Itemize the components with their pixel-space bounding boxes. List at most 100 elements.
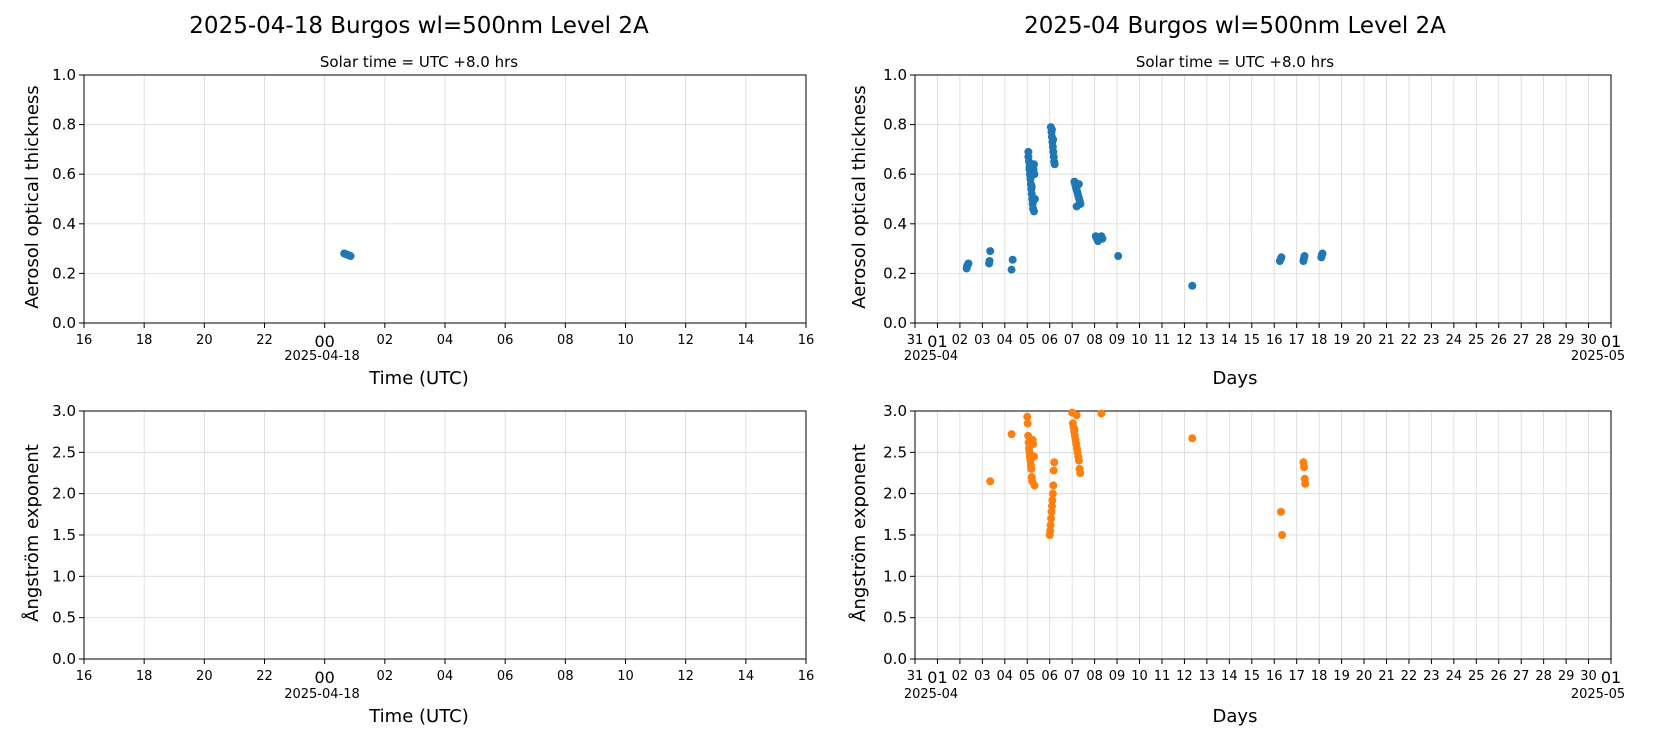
x-tick-label: 00: [314, 668, 334, 687]
x-tick-label: 16: [798, 333, 815, 348]
x-tick-label: 23: [1423, 669, 1440, 684]
x-tick-label: 04: [437, 333, 454, 348]
data-point: [1070, 425, 1079, 434]
x-tick-label: 16: [1266, 669, 1283, 684]
x-tick-label: 31: [907, 669, 924, 684]
y-tick-label: 1.5: [883, 526, 907, 544]
x-tick-label: 12: [1176, 333, 1193, 348]
x-tick-label: 01: [927, 332, 947, 351]
plot-frame: [83, 410, 807, 660]
data-point: [1024, 152, 1033, 161]
y-tick-label: 1.5: [52, 526, 76, 544]
data-point: [1049, 135, 1058, 144]
grid: [83, 410, 807, 660]
data-point: [1023, 412, 1032, 421]
data-point: [986, 477, 995, 486]
y-tick-label: 3.0: [883, 402, 907, 420]
data-point: [1047, 502, 1056, 511]
x-tick-label: 24: [1446, 669, 1463, 684]
data-point: [1047, 125, 1056, 134]
data-point: [1277, 253, 1286, 262]
data-point: [1097, 409, 1106, 418]
x-tick-label: 04: [997, 333, 1014, 348]
x-tick-label: 22: [1401, 669, 1418, 684]
x-tick-label: 02: [377, 333, 394, 348]
y-tick-label: 2.0: [883, 485, 907, 503]
panel-daily-angstrom: Ångström exponent Time (UTC) 2025-04-18 …: [21, 402, 814, 727]
x-tick-label: 21: [1378, 669, 1395, 684]
y-tick-label: 0.0: [52, 314, 76, 332]
y-tick-label: 1.0: [52, 567, 76, 585]
y-tick-label: 0.0: [52, 650, 76, 668]
chart-subtitle: Solar time = UTC +8.0 hrs: [320, 53, 518, 71]
data-points: [340, 249, 355, 261]
panel-daily-aod: 2025-04-18 Burgos wl=500nm Level 2A Sola…: [22, 13, 814, 389]
x-tick-label: 31: [907, 333, 924, 348]
data-point: [1072, 202, 1081, 211]
x-tick-label: 30: [1580, 669, 1597, 684]
data-point: [1049, 481, 1058, 490]
x-tick-label: 22: [256, 333, 273, 348]
data-point: [1028, 197, 1037, 206]
x-tick-label: 03: [974, 333, 991, 348]
data-point: [1300, 252, 1309, 261]
x-tick-label: 15: [1244, 669, 1261, 684]
data-point: [1076, 469, 1085, 477]
data-point: [1026, 172, 1035, 181]
y-tick-label: 0.6: [52, 165, 76, 183]
x-tick-label: 30: [1580, 333, 1597, 348]
x-tick-label: 23: [1423, 333, 1440, 348]
x-tick-label: 18: [136, 669, 153, 684]
x-tick-label: 16: [798, 669, 815, 684]
x-tick-label: 18: [1311, 669, 1328, 684]
x-tick-label: 06: [497, 669, 514, 684]
data-point: [1027, 464, 1036, 473]
data-point: [1029, 452, 1038, 461]
x-tick-label: 06: [1041, 669, 1058, 684]
data-point: [1029, 207, 1038, 216]
chart-title: 2025-04-18 Burgos wl=500nm Level 2A: [189, 13, 649, 39]
x-tick-label: 07: [1064, 333, 1081, 348]
plot-frame: [914, 74, 1612, 324]
y-tick-label: 1.0: [883, 66, 907, 84]
x-tick-label: 16: [1266, 333, 1283, 348]
x-tick-label: 15: [1244, 333, 1261, 348]
y-tick-label: 0.4: [52, 215, 76, 233]
data-point: [1047, 514, 1056, 523]
x-tick-label: 13: [1199, 333, 1216, 348]
x-tick-label: 29: [1558, 333, 1575, 348]
x-tick-label: 05: [1019, 669, 1036, 684]
data-point: [1276, 507, 1285, 516]
x-tick-label: 08: [1086, 669, 1103, 684]
y-tick-label: 0.2: [883, 264, 907, 282]
x-axis-label: Time (UTC): [368, 706, 469, 727]
x-tick-label: 03: [974, 669, 991, 684]
data-point: [1008, 255, 1017, 264]
x-tick-label: 04: [437, 669, 454, 684]
x-tick-label: 18: [1311, 333, 1328, 348]
x-tick-label: 28: [1535, 333, 1552, 348]
data-point: [985, 257, 994, 265]
x-tick-label: 01: [1601, 668, 1621, 687]
data-point: [1047, 507, 1056, 516]
y-tick-label: 1.0: [883, 567, 907, 585]
y-axis-label: Ångström exponent: [21, 444, 43, 622]
x-tick-label: 05: [1019, 333, 1036, 348]
x-tick-label: 02: [952, 333, 969, 348]
chart-title: 2025-04 Burgos wl=500nm Level 2A: [1024, 13, 1446, 39]
y-tick-label: 0.2: [52, 264, 76, 282]
y-tick-label: 0.4: [883, 215, 907, 233]
x-tick-label: 28: [1535, 669, 1552, 684]
y-tick-label: 2.5: [883, 443, 907, 461]
x-tick-label: 19: [1333, 669, 1350, 684]
x-tick-label: 09: [1109, 669, 1126, 684]
y-tick-label: 0.6: [883, 165, 907, 183]
data-point: [1074, 456, 1083, 465]
data-point: [1318, 249, 1327, 258]
x-tick-label: 09: [1109, 333, 1126, 348]
x-tick-label: 24: [1446, 333, 1463, 348]
data-point: [1048, 489, 1057, 498]
x-tick-label: 01: [927, 668, 947, 687]
x-tick-label: 25: [1468, 333, 1485, 348]
y-tick-label: 3.0: [52, 402, 76, 420]
